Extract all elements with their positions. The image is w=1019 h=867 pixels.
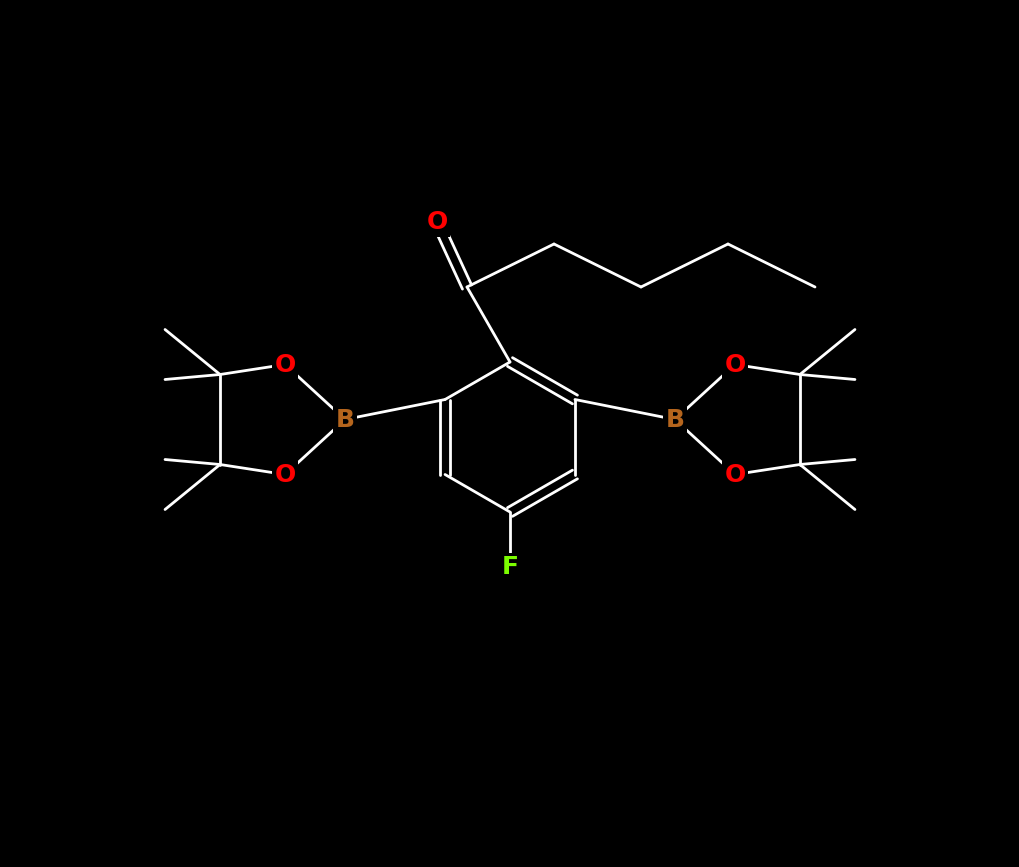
Text: O: O [426,210,447,234]
Text: O: O [274,462,296,486]
Text: F: F [501,555,518,579]
Text: O: O [723,353,745,376]
Text: O: O [723,462,745,486]
Text: O: O [274,353,296,376]
Text: B: B [664,407,684,432]
Text: B: B [335,407,355,432]
